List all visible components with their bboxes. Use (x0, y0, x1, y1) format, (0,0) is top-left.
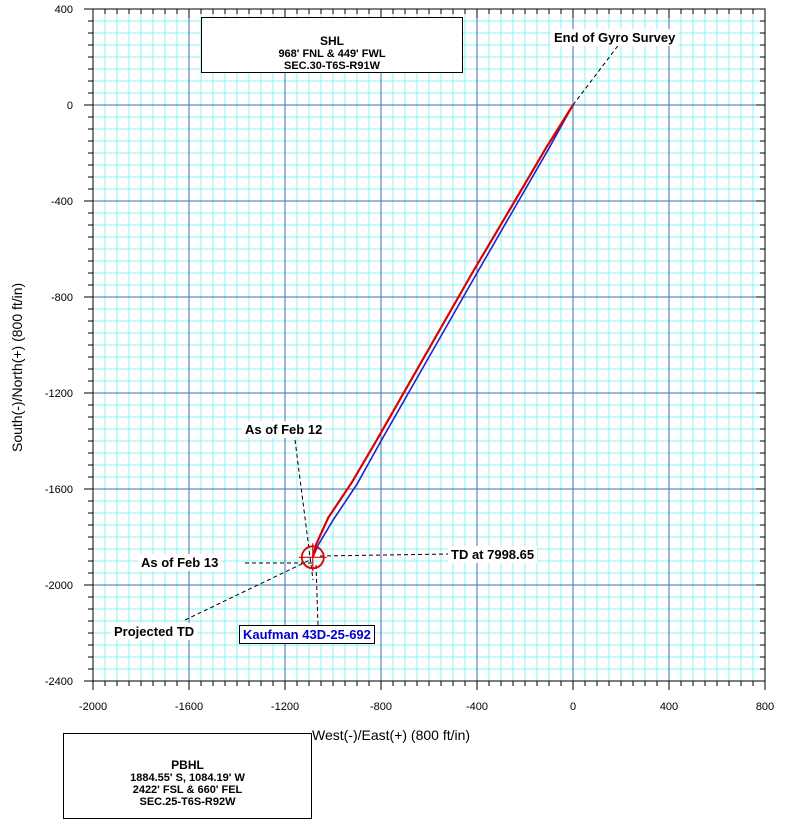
shl-line-2: SEC.30-T6S-R91W (284, 60, 380, 72)
pbhl-title: PBHL (171, 758, 204, 772)
x-tick-label: -1600 (175, 701, 203, 713)
td-leader (319, 553, 449, 557)
shl-title: SHL (320, 34, 344, 48)
y-tick-label: -2400 (45, 676, 73, 688)
x-tick-label: 0 (570, 701, 576, 713)
y-tick-label: -1200 (45, 388, 73, 400)
feb12-leader (294, 439, 314, 581)
x-tick-label: -800 (370, 701, 392, 713)
annotation-leaders (184, 42, 621, 626)
y-tick-label: -400 (51, 196, 73, 208)
td-label: TD at 7998.65 (448, 546, 538, 563)
pbhl-line-2: 2422' FSL & 660' FEL (132, 784, 243, 796)
shl-line-1: 968' FNL & 449' FWL (278, 48, 386, 60)
x-axis-label: West(-)/East(+) (800 ft/in) (312, 727, 471, 743)
y-tick-label: 400 (55, 4, 73, 16)
well-name-leader (315, 564, 319, 626)
x-tick-label: -400 (466, 701, 488, 713)
wellpath-red-line (311, 104, 574, 558)
feb12-label: As of Feb 12 (242, 421, 326, 438)
wellpath-blue-line (312, 104, 574, 558)
projected-td-label: Projected TD (111, 623, 198, 640)
y-axis-label: South(-)/North(+) (800 ft/in) (9, 282, 25, 452)
end-gyro-label: End of Gyro Survey (551, 29, 679, 46)
target-marker (298, 543, 327, 572)
pbhl-line-3: SEC.25-T6S-R92W (139, 796, 236, 808)
axis-tick-labels: -2000 -1600 -1200 -800 -400 0 400 800 400 0 -400 -8… (45, 4, 774, 713)
x-tick-label: -1200 (271, 701, 299, 713)
feb13-label: As of Feb 13 (138, 554, 222, 571)
x-tick-label: 400 (660, 701, 678, 713)
shl-box: SHL 968' FNL & 449' FWL SEC.30-T6S-R91W (201, 17, 463, 73)
end-gyro-leader (572, 42, 621, 106)
y-tick-label: -1600 (45, 484, 73, 496)
well-name-label: Kaufman 43D-25-692 (239, 625, 375, 644)
x-tick-label: 800 (756, 701, 774, 713)
x-tick-label: -2000 (79, 701, 107, 713)
pbhl-box: PBHL 1884.55' S, 1084.19' W 2422' FSL & … (63, 733, 312, 819)
y-tick-label: -800 (51, 292, 73, 304)
pbhl-line-1: 1884.55' S, 1084.19' W (130, 772, 245, 784)
wellpath-series (311, 104, 574, 558)
axis-ticks (84, 8, 766, 690)
y-tick-label: -2000 (45, 580, 73, 592)
projected-td-leader (184, 559, 311, 621)
y-tick-label: 0 (67, 100, 73, 112)
